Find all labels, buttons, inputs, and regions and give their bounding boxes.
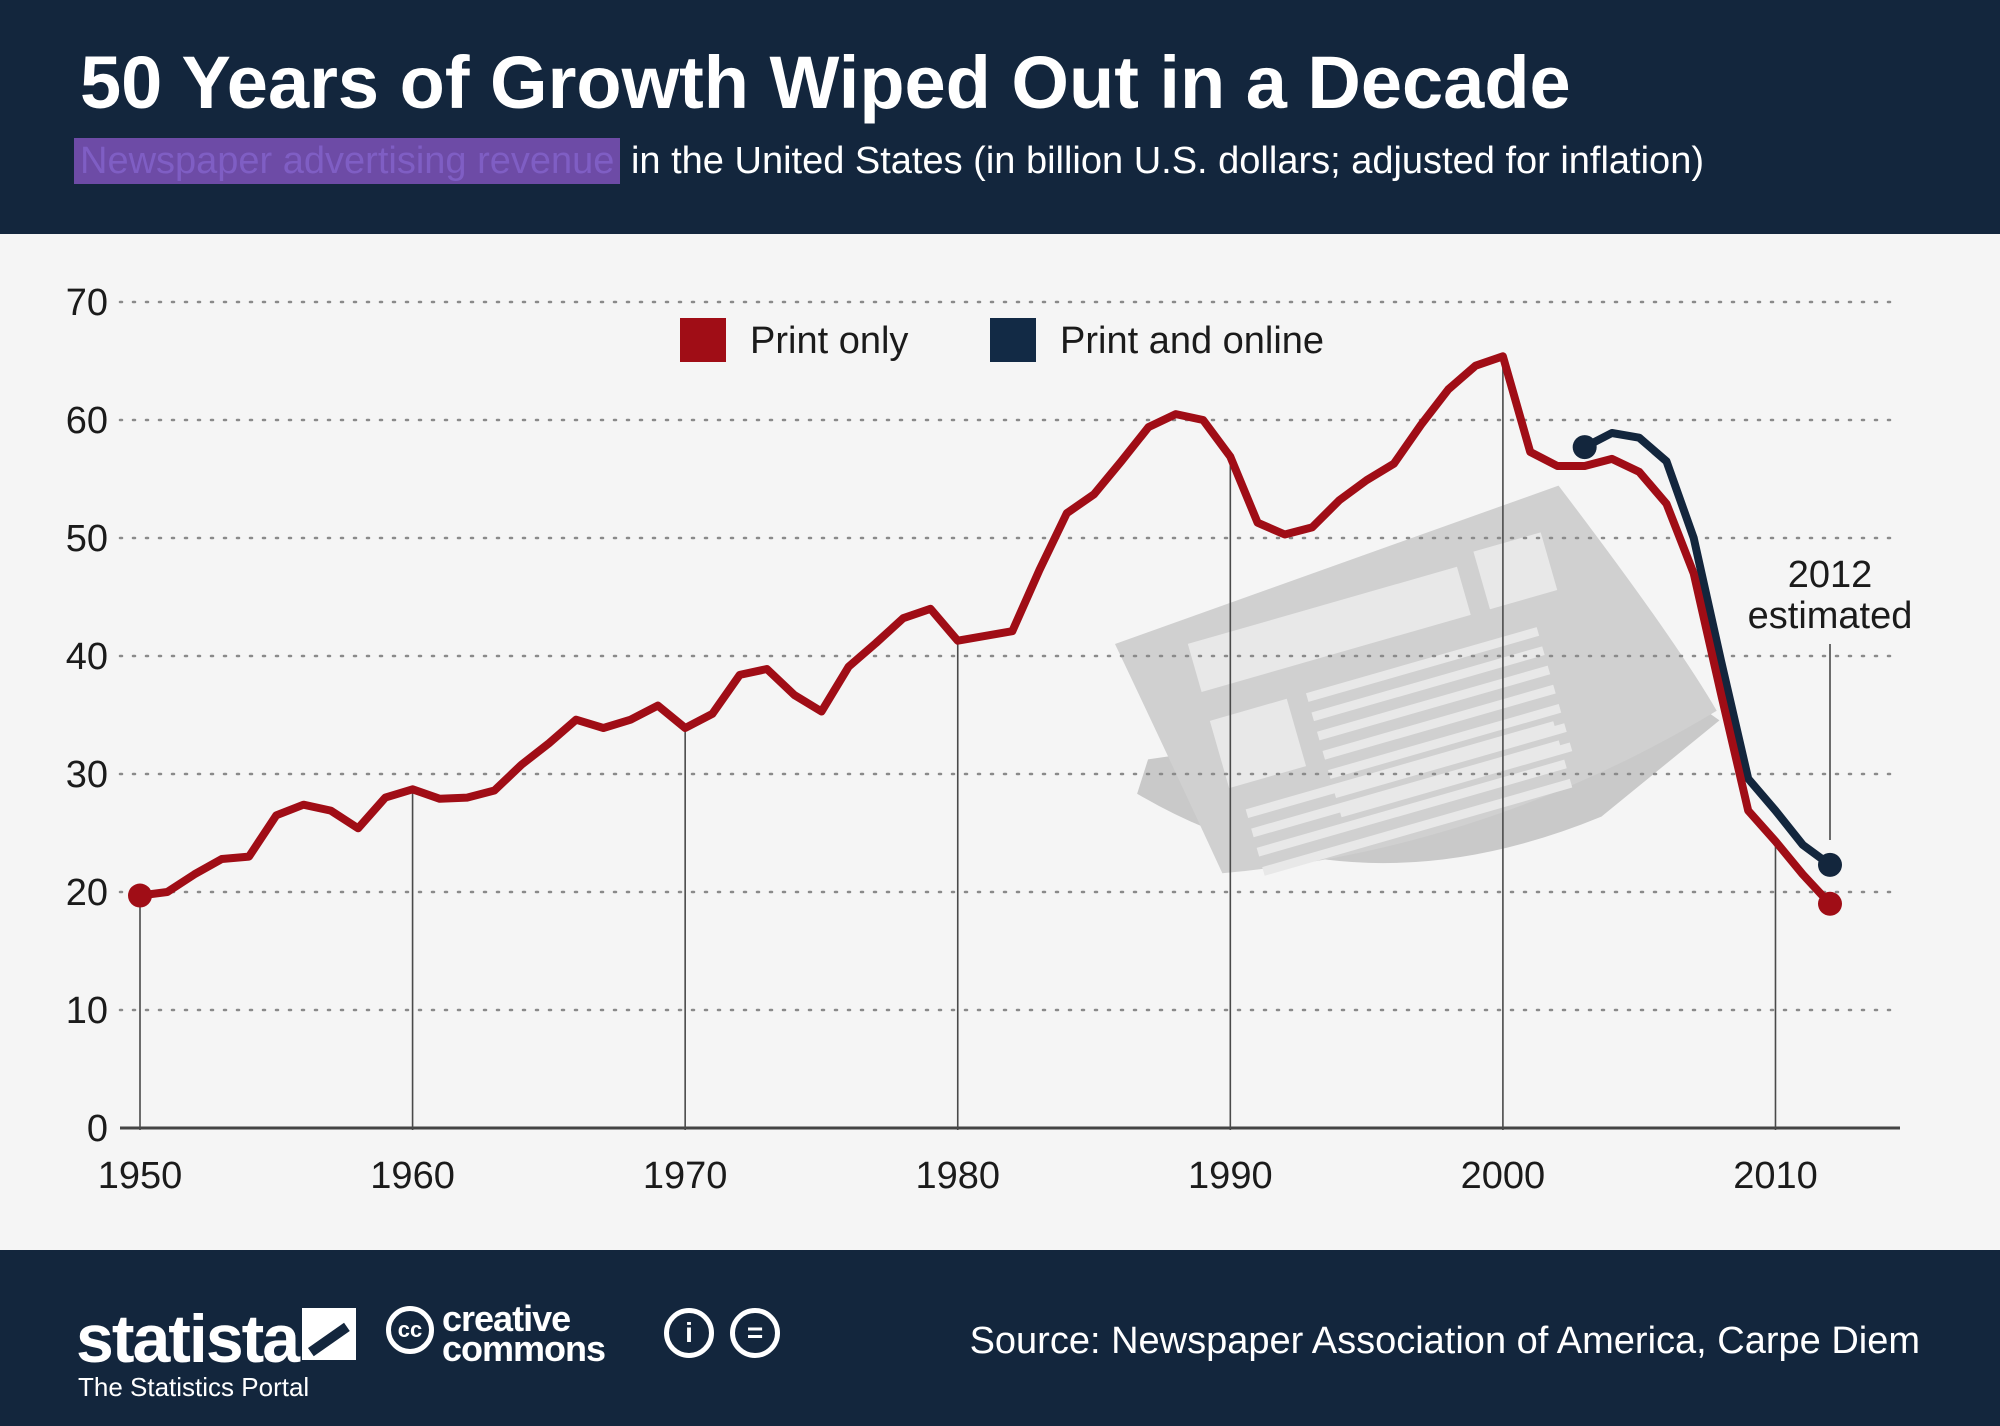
subtitle-rest: in the United States (in billion U.S. do… xyxy=(620,140,1704,182)
x-tick-label: 2010 xyxy=(1733,1155,1818,1197)
y-tick-label: 40 xyxy=(66,636,108,678)
x-tick-label: 1960 xyxy=(370,1155,455,1197)
y-tick-label: 30 xyxy=(66,754,108,796)
series-line-print-and-online xyxy=(1580,429,1834,869)
source-text: Source: Newspaper Association of America… xyxy=(969,1320,1920,1362)
x-tick-label: 1950 xyxy=(98,1155,183,1197)
attribution-icon[interactable]: i xyxy=(664,1308,714,1358)
y-tick-label: 20 xyxy=(66,872,108,914)
y-tick-label: 0 xyxy=(87,1108,108,1150)
y-tick-label: 60 xyxy=(66,400,108,442)
legend-swatch xyxy=(680,318,726,362)
line-chart: 0 10 20 30 40 50 60 70 1950 1960 1970 1980 1990 2000 2… xyxy=(66,282,1913,1197)
y-tick-label: 70 xyxy=(66,282,108,324)
footer: statista The Statistics Portal cc creati… xyxy=(0,1250,2000,1426)
chart-area: 0 10 20 30 40 50 60 70 1950 1960 1970 1980 1990 2000 2… xyxy=(0,234,2000,1250)
statista-tagline: The Statistics Portal xyxy=(78,1372,310,1402)
subtitle-highlight: Newspaper advertising revenue xyxy=(74,138,621,184)
statista-mark-icon xyxy=(302,1308,356,1360)
end-point-marker xyxy=(1818,891,1842,916)
no-derivatives-icon[interactable]: = xyxy=(730,1308,780,1358)
online-end-marker xyxy=(1818,852,1842,877)
legend-swatch xyxy=(990,318,1036,362)
cc-icon[interactable]: cc xyxy=(386,1306,434,1354)
legend-item-print-only: Print only xyxy=(750,320,908,362)
x-tick-label: 2000 xyxy=(1461,1155,1546,1197)
creative-commons-label[interactable]: creative commons xyxy=(442,1298,606,1369)
x-tick-label: 1970 xyxy=(643,1155,728,1197)
x-tick-label: 1980 xyxy=(915,1155,1000,1197)
page-title: 50 Years of Growth Wiped Out in a Decade xyxy=(80,41,1571,124)
page-subtitle: Newspaper advertising revenue in the Uni… xyxy=(74,138,1704,184)
cc-line-1: creative xyxy=(442,1298,571,1339)
y-tick-label: 10 xyxy=(66,990,108,1032)
start-point-marker xyxy=(128,883,152,908)
x-tick-label: 1990 xyxy=(1188,1155,1273,1197)
legend-item-print-and-online: Print and online xyxy=(1060,320,1324,362)
annotation-text: 2012 xyxy=(1788,554,1873,596)
online-start-marker xyxy=(1572,435,1597,460)
header: 50 Years of Growth Wiped Out in a Decade… xyxy=(0,0,2000,234)
series-line-print-only xyxy=(136,352,1834,908)
annotation-text: estimated xyxy=(1748,595,1913,637)
y-tick-label: 50 xyxy=(66,518,108,560)
cc-line-2: commons xyxy=(442,1328,606,1369)
newspaper-illustration-icon xyxy=(1115,485,1720,876)
statista-logo[interactable]: statista xyxy=(76,1301,300,1377)
